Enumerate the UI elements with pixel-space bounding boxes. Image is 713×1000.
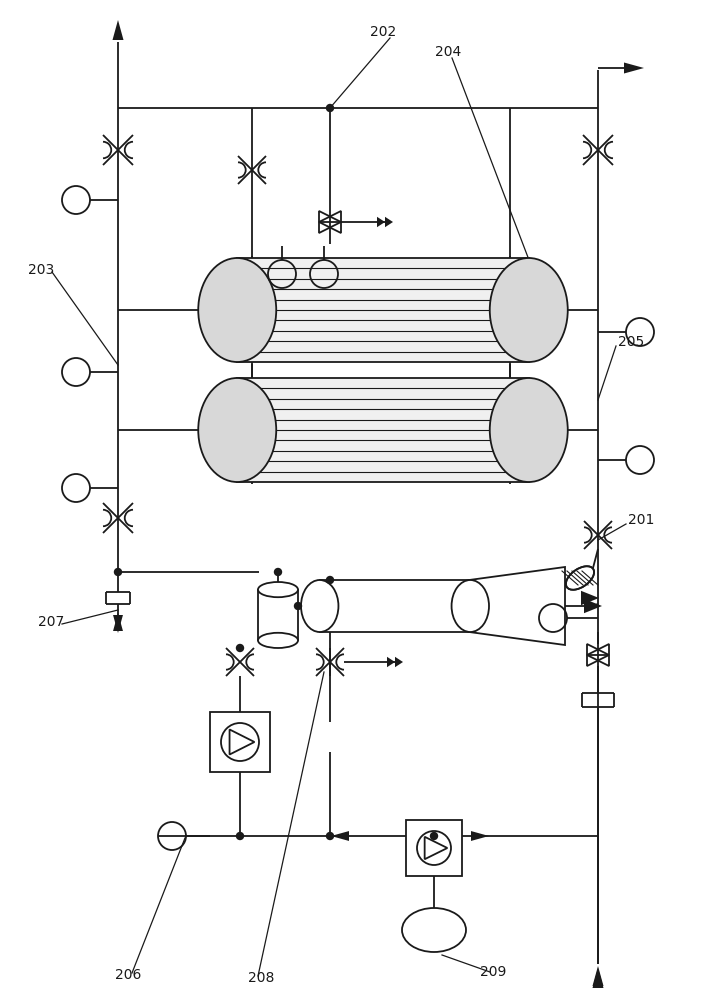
Circle shape bbox=[431, 832, 438, 840]
Text: 208: 208 bbox=[248, 971, 275, 985]
Text: 204: 204 bbox=[435, 45, 461, 59]
Bar bbox=[237, 258, 529, 362]
Circle shape bbox=[327, 576, 334, 584]
Circle shape bbox=[275, 568, 282, 576]
Ellipse shape bbox=[490, 258, 568, 362]
Ellipse shape bbox=[258, 633, 298, 648]
Circle shape bbox=[327, 832, 334, 840]
Ellipse shape bbox=[490, 378, 568, 482]
Polygon shape bbox=[469, 567, 565, 645]
Circle shape bbox=[294, 602, 302, 609]
Ellipse shape bbox=[402, 908, 466, 952]
Polygon shape bbox=[113, 615, 123, 633]
Circle shape bbox=[237, 645, 244, 652]
Polygon shape bbox=[113, 613, 123, 631]
Polygon shape bbox=[387, 657, 395, 667]
Polygon shape bbox=[581, 591, 599, 605]
Bar bbox=[406, 820, 462, 876]
Ellipse shape bbox=[258, 582, 298, 597]
Polygon shape bbox=[471, 831, 489, 841]
Ellipse shape bbox=[301, 580, 339, 632]
Text: 203: 203 bbox=[28, 263, 54, 277]
Polygon shape bbox=[385, 217, 393, 227]
Polygon shape bbox=[113, 20, 123, 40]
Text: 205: 205 bbox=[618, 335, 645, 349]
Text: 207: 207 bbox=[38, 615, 64, 629]
Polygon shape bbox=[593, 966, 603, 986]
Circle shape bbox=[237, 832, 244, 840]
Circle shape bbox=[327, 104, 334, 111]
Text: 202: 202 bbox=[370, 25, 396, 39]
Bar bbox=[258, 590, 298, 640]
Polygon shape bbox=[395, 657, 403, 667]
Polygon shape bbox=[624, 62, 644, 74]
Polygon shape bbox=[584, 599, 602, 613]
Bar bbox=[210, 712, 270, 772]
Bar bbox=[237, 378, 529, 482]
Ellipse shape bbox=[198, 378, 276, 482]
Text: 201: 201 bbox=[628, 513, 655, 527]
Ellipse shape bbox=[566, 566, 594, 590]
Bar bbox=[319, 580, 471, 632]
Text: 206: 206 bbox=[115, 968, 141, 982]
Polygon shape bbox=[377, 217, 385, 227]
Polygon shape bbox=[331, 831, 349, 841]
Text: 209: 209 bbox=[480, 965, 506, 979]
Polygon shape bbox=[593, 968, 603, 988]
Ellipse shape bbox=[451, 580, 489, 632]
Circle shape bbox=[115, 568, 121, 576]
Ellipse shape bbox=[198, 258, 276, 362]
